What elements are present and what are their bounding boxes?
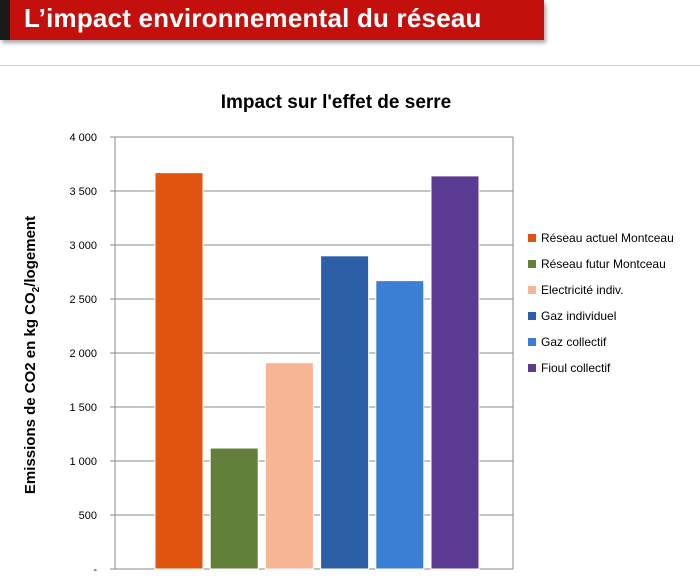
y-axis-ticks: - 500 1 000 1 500 2 000 2 500 3 000 3 500 4 000 <box>69 132 97 576</box>
legend-label: Gaz individuel <box>541 309 616 323</box>
legend-swatch <box>528 234 536 242</box>
y-tick-label: 2 500 <box>69 294 97 306</box>
bar <box>154 172 204 570</box>
legend: Réseau actuel Montceau Réseau futur Montc… <box>528 231 674 375</box>
bar <box>375 280 425 570</box>
legend-swatch <box>528 260 536 268</box>
y-tick-label: 500 <box>79 510 97 522</box>
chart-title: Impact sur l'effet de serre <box>221 92 452 113</box>
bar <box>430 175 480 570</box>
y-tick-label: 2 000 <box>69 348 97 360</box>
legend-swatch <box>528 338 536 346</box>
axes <box>114 137 514 569</box>
bars <box>154 172 480 570</box>
legend-label: Gaz collectif <box>541 335 607 349</box>
legend-label: Electricité indiv. <box>541 283 623 297</box>
page-title: L’impact environnemental du réseau <box>24 3 482 33</box>
y-tick-label: 3 500 <box>69 186 97 198</box>
y-tick-label: 3 000 <box>69 240 97 252</box>
legend-swatch <box>528 364 536 372</box>
legend-swatch <box>528 286 536 294</box>
legend-label: Fioul collectif <box>541 361 611 375</box>
legend-label: Réseau futur Montceau <box>541 257 666 271</box>
bar <box>320 255 370 570</box>
y-tick-label: 1 500 <box>69 402 97 414</box>
legend-swatch <box>528 312 536 320</box>
title-banner: L’impact environnemental du réseau <box>0 0 544 40</box>
y-axis-title: Emissions de CO2 en kg CO2/logement <box>22 215 42 495</box>
legend-label: Réseau actuel Montceau <box>541 231 674 245</box>
title-accent-stripe <box>0 0 10 40</box>
header-divider <box>0 65 700 66</box>
y-tick-label: 4 000 <box>69 132 97 144</box>
bar <box>209 447 259 570</box>
y-tick-label: - <box>93 564 97 576</box>
y-tick-label: 1 000 <box>69 456 97 468</box>
bar <box>264 362 314 570</box>
